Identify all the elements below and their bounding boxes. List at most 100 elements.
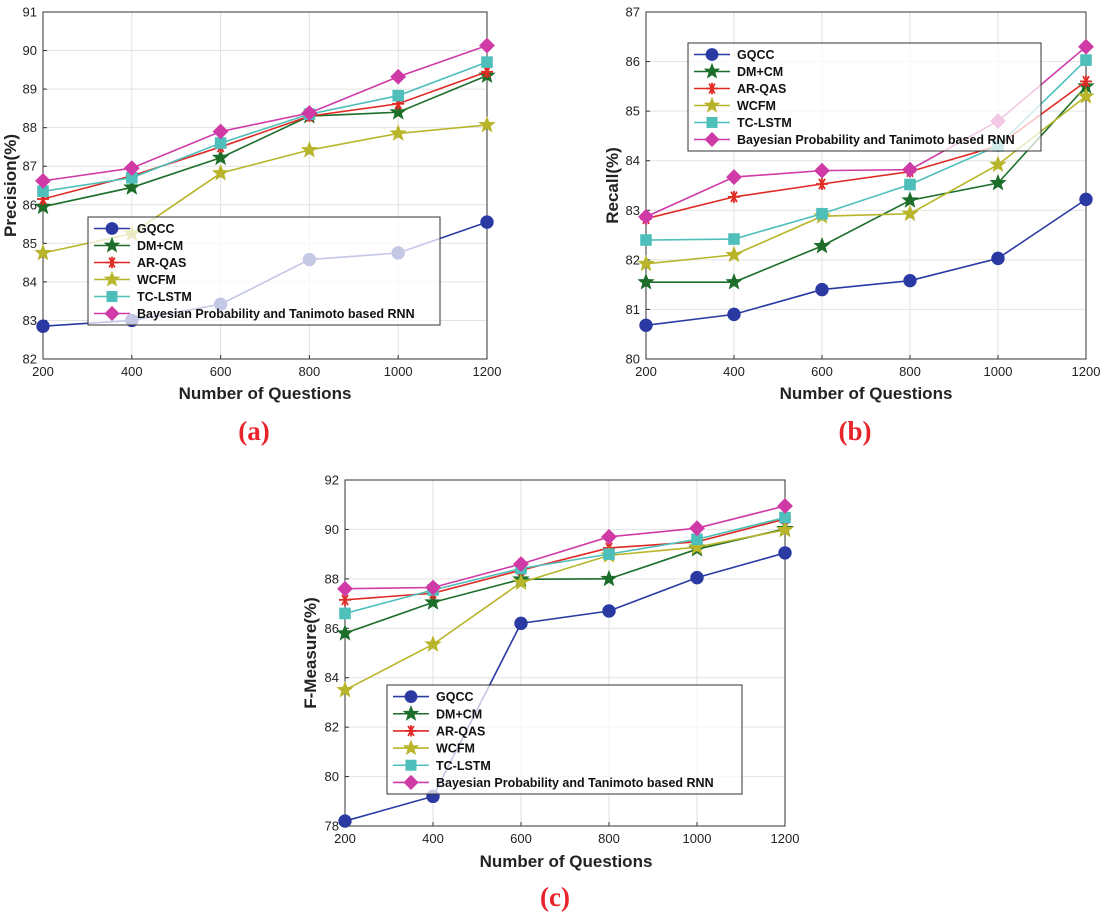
legend-marker xyxy=(706,116,718,129)
series-dm-cm xyxy=(637,77,1095,290)
data-point xyxy=(778,546,792,560)
x-tick-label: 800 xyxy=(899,364,921,379)
y-tick-label: 90 xyxy=(325,522,339,537)
x-tick-label: 600 xyxy=(510,831,532,846)
data-point xyxy=(728,233,740,245)
series-line xyxy=(344,529,786,691)
data-point xyxy=(34,197,52,215)
data-point xyxy=(481,56,493,68)
legend-entry: TC-LSTM xyxy=(694,116,792,130)
data-point xyxy=(901,191,919,208)
data-point xyxy=(602,604,616,618)
legend-marker xyxy=(402,705,420,721)
y-axis-label: Precision(%) xyxy=(1,134,20,237)
y-tick-label: 84 xyxy=(23,274,37,289)
legend-label: DM+CM xyxy=(436,707,482,721)
data-point xyxy=(514,616,528,631)
legend-label: Bayesian Probability and Tanimoto based … xyxy=(436,776,714,790)
y-tick-label: 82 xyxy=(626,252,640,267)
x-tick-label: 800 xyxy=(598,831,620,846)
series-line xyxy=(646,85,1087,283)
data-point xyxy=(1080,75,1092,88)
legend-label: GQCC xyxy=(137,222,175,236)
legend-marker xyxy=(704,131,720,148)
x-tick-label: 400 xyxy=(723,364,745,379)
legend-entry: TC-LSTM xyxy=(393,759,491,773)
legend-entry: AR-QAS xyxy=(94,256,186,270)
x-tick-label: 1000 xyxy=(984,364,1013,379)
x-tick-label: 1200 xyxy=(1072,364,1101,379)
y-axis-label: F-Measure(%) xyxy=(301,597,320,708)
figure-caption: (b) xyxy=(839,416,872,446)
data-point xyxy=(725,245,743,263)
axes-frame xyxy=(645,11,1087,360)
data-point xyxy=(637,273,655,290)
series-line xyxy=(42,74,488,208)
data-point xyxy=(640,234,652,246)
data-point xyxy=(1079,192,1093,207)
data-point xyxy=(600,569,618,587)
data-point xyxy=(339,607,351,620)
figure-caption: (a) xyxy=(238,416,269,446)
legend-label: DM+CM xyxy=(737,65,783,79)
legend-marker xyxy=(105,222,119,235)
chart-panel-1: 200 400 600 800 1000 1200 82 83 84 85 86 87 88 89 90 91… xyxy=(1,5,501,404)
legend-entry: GQCC xyxy=(393,690,474,704)
chart-panel-3: 200 400 600 800 1000 1200 78 80 82 84 86 88 90 92 Numb… xyxy=(301,473,799,872)
series-bayesian-probability-and-tanimoto-based-rnn xyxy=(35,37,495,189)
data-point xyxy=(300,140,319,158)
data-point xyxy=(902,161,918,178)
legend-entry: GQCC xyxy=(694,48,775,62)
y-tick-label: 84 xyxy=(325,670,339,685)
y-tick-label: 80 xyxy=(325,769,339,784)
y-tick-label: 81 xyxy=(626,302,640,317)
legend: GQCC DM+CM AR-QAS WCFM TC-LSTM Bayesian Proba… xyxy=(386,684,743,795)
legend-label: TC-LSTM xyxy=(737,116,792,130)
x-tick-label: 1000 xyxy=(384,364,413,379)
y-tick-label: 87 xyxy=(23,159,37,174)
x-axis-label: Number of Questions xyxy=(780,384,953,403)
x-axis-label: Number of Questions xyxy=(480,852,653,871)
y-tick-label: 85 xyxy=(626,104,640,119)
data-point xyxy=(1078,38,1094,55)
series-line xyxy=(344,505,786,590)
x-tick-label: 800 xyxy=(299,364,321,379)
data-point xyxy=(337,580,353,597)
series-line xyxy=(645,198,1087,327)
legend-label: TC-LSTM xyxy=(436,759,491,773)
legend-marker xyxy=(703,96,721,113)
legend-box xyxy=(687,42,1042,152)
data-point xyxy=(777,498,793,514)
chart-panel-2: 200 400 600 800 1000 1200 80 81 82 83 84 85 86 87 Numb… xyxy=(603,5,1100,404)
data-point xyxy=(690,570,704,585)
y-tick-label: 88 xyxy=(325,571,339,586)
data-point xyxy=(211,164,230,181)
y-tick-label: 88 xyxy=(23,120,37,135)
data-point xyxy=(389,103,407,120)
y-tick-label: 91 xyxy=(23,5,37,20)
data-point xyxy=(123,178,141,195)
legend-label: TC-LSTM xyxy=(137,290,192,304)
data-point xyxy=(392,89,404,102)
data-point xyxy=(212,123,229,140)
data-point xyxy=(637,254,655,272)
data-point xyxy=(816,178,828,191)
legend-marker xyxy=(405,759,417,771)
y-tick-label: 82 xyxy=(325,720,339,735)
legend-label: AR-QAS xyxy=(436,724,485,738)
x-tick-label: 200 xyxy=(32,364,54,379)
y-tick-label: 90 xyxy=(23,43,37,58)
y-tick-label: 83 xyxy=(23,313,37,328)
y-tick-label: 86 xyxy=(626,54,640,69)
legend-label: GQCC xyxy=(436,690,474,704)
y-tick-label: 80 xyxy=(626,352,640,367)
data-point xyxy=(991,251,1005,266)
series-line xyxy=(645,95,1087,265)
data-point xyxy=(336,680,354,698)
legend-marker xyxy=(706,82,718,95)
y-tick-label: 84 xyxy=(626,153,640,168)
legend: GQCC DM+CM AR-QAS WCFM TC-LSTM Bayesian Proba… xyxy=(687,42,1042,152)
data-point xyxy=(36,319,50,333)
y-tick-label: 87 xyxy=(626,5,640,20)
